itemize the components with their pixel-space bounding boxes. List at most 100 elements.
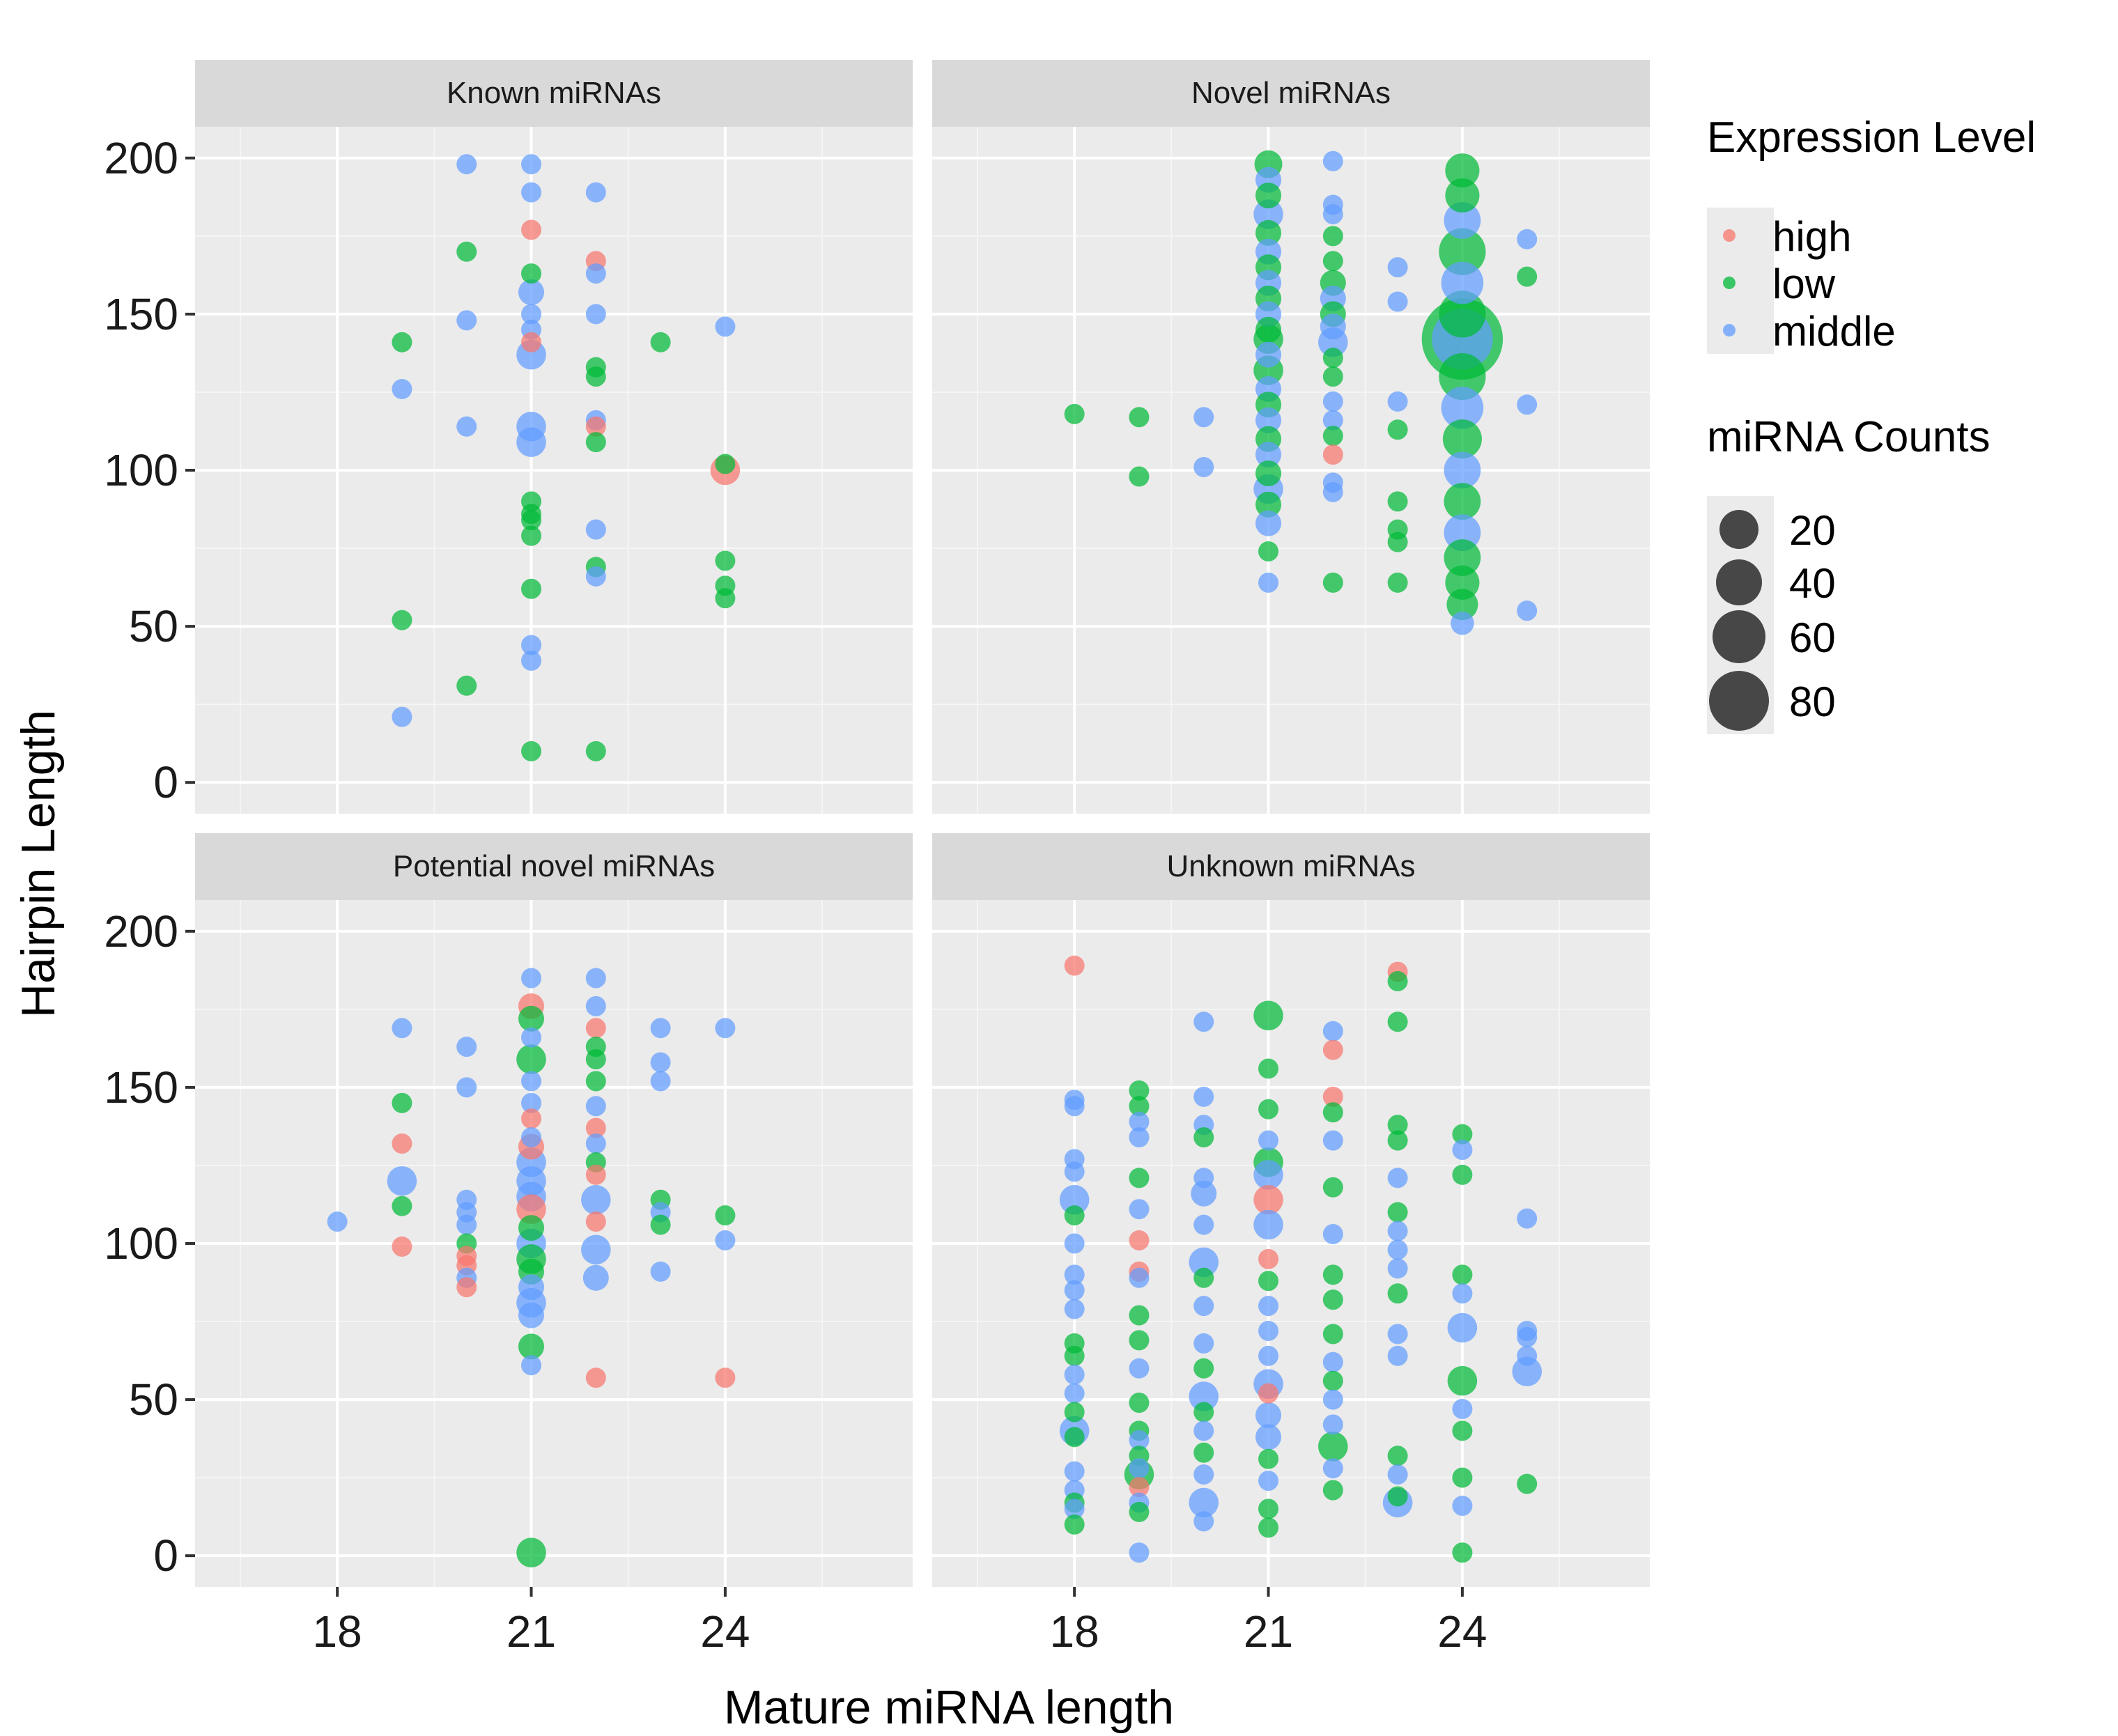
data-point-middle — [1193, 1511, 1214, 1532]
data-point-middle — [1512, 1356, 1542, 1387]
data-point-low — [1387, 491, 1408, 512]
data-point-middle — [521, 1092, 542, 1113]
legend-size-label: 60 — [1789, 614, 1836, 661]
data-point-middle — [1064, 1280, 1085, 1301]
panel-unknown-mirnas: Unknown miRNAs 18 21 24 — [932, 833, 1650, 1657]
data-point-middle — [1255, 1402, 1282, 1429]
data-point-low — [1452, 1124, 1473, 1145]
data-point-high — [1129, 1230, 1150, 1251]
data-point-low — [1322, 366, 1343, 387]
data-point-middle — [1064, 1264, 1085, 1285]
legend-size-label: 20 — [1789, 507, 1836, 554]
data-point-low — [1446, 589, 1478, 621]
data-point-middle — [1387, 1258, 1408, 1279]
data-point-middle — [1193, 457, 1214, 478]
data-point-low — [1129, 1168, 1150, 1188]
data-point-middle — [1387, 1239, 1408, 1260]
legend-size-label: 40 — [1789, 560, 1836, 607]
panel-strip — [932, 60, 1650, 127]
data-point-low — [1255, 219, 1282, 246]
data-point-middle — [1255, 442, 1282, 468]
data-point-middle — [650, 1052, 671, 1073]
data-point-low — [1387, 1446, 1408, 1466]
data-point-middle — [1193, 407, 1214, 428]
data-point-low — [585, 432, 606, 453]
data-point-middle — [1322, 1021, 1343, 1041]
data-point-middle — [1193, 1012, 1214, 1032]
data-point-middle — [1387, 257, 1408, 278]
data-point-high — [1322, 1039, 1343, 1060]
data-point-middle — [585, 182, 606, 203]
data-point-middle — [582, 1264, 609, 1291]
legend-color-key-low — [1723, 277, 1736, 289]
data-point-middle — [1129, 1458, 1150, 1479]
data-point-middle — [1441, 261, 1484, 304]
data-point-middle — [1255, 1424, 1282, 1450]
data-point-middle — [585, 968, 606, 989]
data-point-low — [1255, 183, 1282, 209]
data-point-middle — [1189, 1381, 1219, 1411]
legend-color-title: Expression Level — [1707, 114, 2036, 162]
data-point-low — [1129, 466, 1150, 487]
data-point-middle — [1387, 1220, 1408, 1241]
data-point-middle — [1064, 1096, 1085, 1117]
data-point-low — [1452, 1264, 1473, 1285]
data-point-low — [1193, 1358, 1214, 1379]
y-tick-label: 100 — [104, 445, 178, 495]
data-point-middle — [650, 1018, 671, 1039]
data-point-high — [1322, 444, 1343, 465]
data-point-middle — [581, 1184, 611, 1215]
data-point-middle — [1193, 1464, 1214, 1485]
data-point-middle — [1258, 572, 1279, 593]
data-point-low — [392, 610, 412, 630]
data-point-middle — [1387, 391, 1408, 412]
data-point-low — [1193, 1127, 1214, 1148]
data-point-middle — [715, 1230, 736, 1251]
data-point-middle — [456, 310, 477, 331]
data-point-middle — [585, 263, 606, 284]
data-point-low — [1322, 251, 1343, 272]
data-point-middle — [1253, 199, 1283, 229]
data-point-high — [585, 416, 606, 437]
data-point-middle — [456, 1037, 477, 1057]
x-tick-label: 24 — [1437, 1606, 1487, 1657]
data-point-low — [650, 1214, 671, 1235]
data-point-middle — [585, 566, 606, 587]
data-point-high — [585, 1117, 606, 1138]
data-point-middle — [1320, 313, 1346, 340]
y-tick-label: 150 — [104, 1062, 178, 1113]
data-point-middle — [1064, 1161, 1085, 1182]
data-point-middle — [1064, 1299, 1085, 1319]
data-point-low — [1447, 1365, 1478, 1396]
data-point-high — [585, 1018, 606, 1039]
data-point-middle — [456, 416, 477, 437]
data-point-middle — [1517, 600, 1538, 621]
data-point-middle — [715, 316, 736, 337]
data-point-low — [1255, 316, 1282, 343]
x-tick-label: 21 — [507, 1606, 556, 1657]
panel-strip — [932, 833, 1650, 900]
legend-size-key-40 — [1716, 559, 1762, 605]
data-point-middle — [1258, 1345, 1279, 1366]
data-point-middle — [1059, 1184, 1090, 1215]
data-point-low — [1258, 1448, 1279, 1469]
data-point-low — [1387, 532, 1408, 552]
data-point-middle — [456, 154, 477, 175]
data-point-middle — [518, 279, 545, 306]
data-point-middle — [456, 1077, 477, 1098]
data-point-low — [1445, 153, 1480, 188]
data-point-low — [392, 332, 412, 352]
data-point-middle — [715, 1018, 736, 1039]
data-point-low — [516, 1537, 546, 1567]
data-point-low — [585, 366, 606, 387]
data-point-low — [1258, 1271, 1279, 1292]
panel-novel-mirnas: Novel miRNAs — [932, 60, 1650, 814]
data-point-middle — [1322, 410, 1343, 431]
data-point-middle — [1258, 1471, 1279, 1491]
data-point-middle — [1129, 1199, 1150, 1220]
data-point-low — [1322, 1264, 1343, 1285]
data-point-middle — [1193, 1086, 1214, 1107]
data-point-middle — [1451, 611, 1474, 635]
data-point-middle — [1193, 1333, 1214, 1354]
data-point-low — [1322, 1370, 1343, 1391]
